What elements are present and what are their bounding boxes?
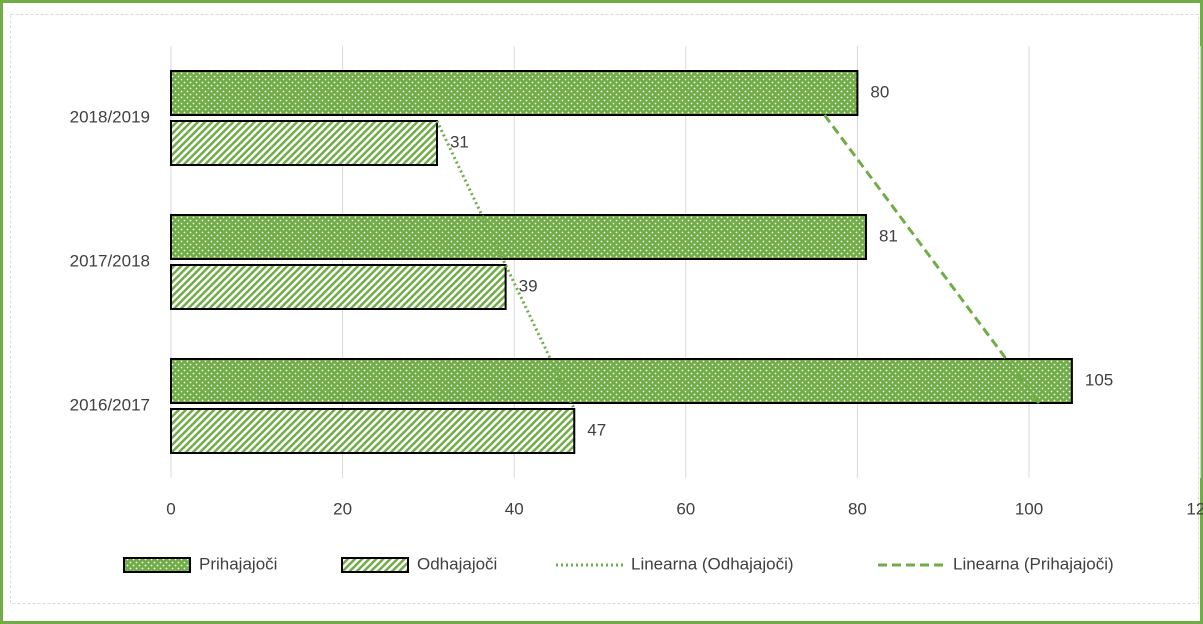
legend-label: Odhajajoči bbox=[417, 554, 497, 573]
y-tick-label: 2017/2018 bbox=[70, 251, 150, 270]
bar bbox=[170, 264, 507, 310]
grid: 0 20 40 60 80 100 120 2018/2019 2017/2018 2016/20… bbox=[70, 46, 1203, 518]
value-label: 80 bbox=[870, 82, 889, 101]
y-tick-label: 2016/2017 bbox=[70, 395, 150, 414]
value-label: 47 bbox=[587, 420, 606, 439]
x-tick-label: 120 bbox=[1186, 499, 1203, 518]
x-tick-label: 60 bbox=[676, 499, 695, 518]
x-tick-label: 40 bbox=[505, 499, 524, 518]
marks: 80 81 105 31 39 47 bbox=[170, 70, 1113, 454]
legend-swatch bbox=[341, 557, 409, 573]
x-tick-label: 0 bbox=[166, 499, 175, 518]
y-tick-label: 2018/2019 bbox=[70, 107, 150, 126]
legend-label: Prihajajoči bbox=[199, 554, 277, 573]
legend-swatch bbox=[123, 557, 191, 573]
legend-label: Linearna (Prihajajoči) bbox=[953, 554, 1114, 573]
value-label: 31 bbox=[450, 132, 469, 151]
x-tick-label: 100 bbox=[1015, 499, 1043, 518]
legend: Prihajajoči Odhajajoči Linearna (Odhajajoč… bbox=[123, 554, 1114, 573]
legend-label: Linearna (Odhajajoči) bbox=[631, 554, 794, 573]
trendline bbox=[435, 120, 576, 410]
x-tick-label: 20 bbox=[333, 499, 352, 518]
trendline bbox=[823, 114, 1041, 404]
x-tick-label: 80 bbox=[848, 499, 867, 518]
plot-frame bbox=[10, 14, 1199, 604]
value-label: 39 bbox=[519, 276, 538, 295]
bar bbox=[170, 408, 576, 454]
value-label: 81 bbox=[879, 226, 898, 245]
bar bbox=[170, 358, 1073, 404]
bar bbox=[170, 120, 438, 166]
bar bbox=[170, 214, 867, 260]
value-label: 105 bbox=[1085, 370, 1113, 389]
bar bbox=[170, 70, 859, 116]
